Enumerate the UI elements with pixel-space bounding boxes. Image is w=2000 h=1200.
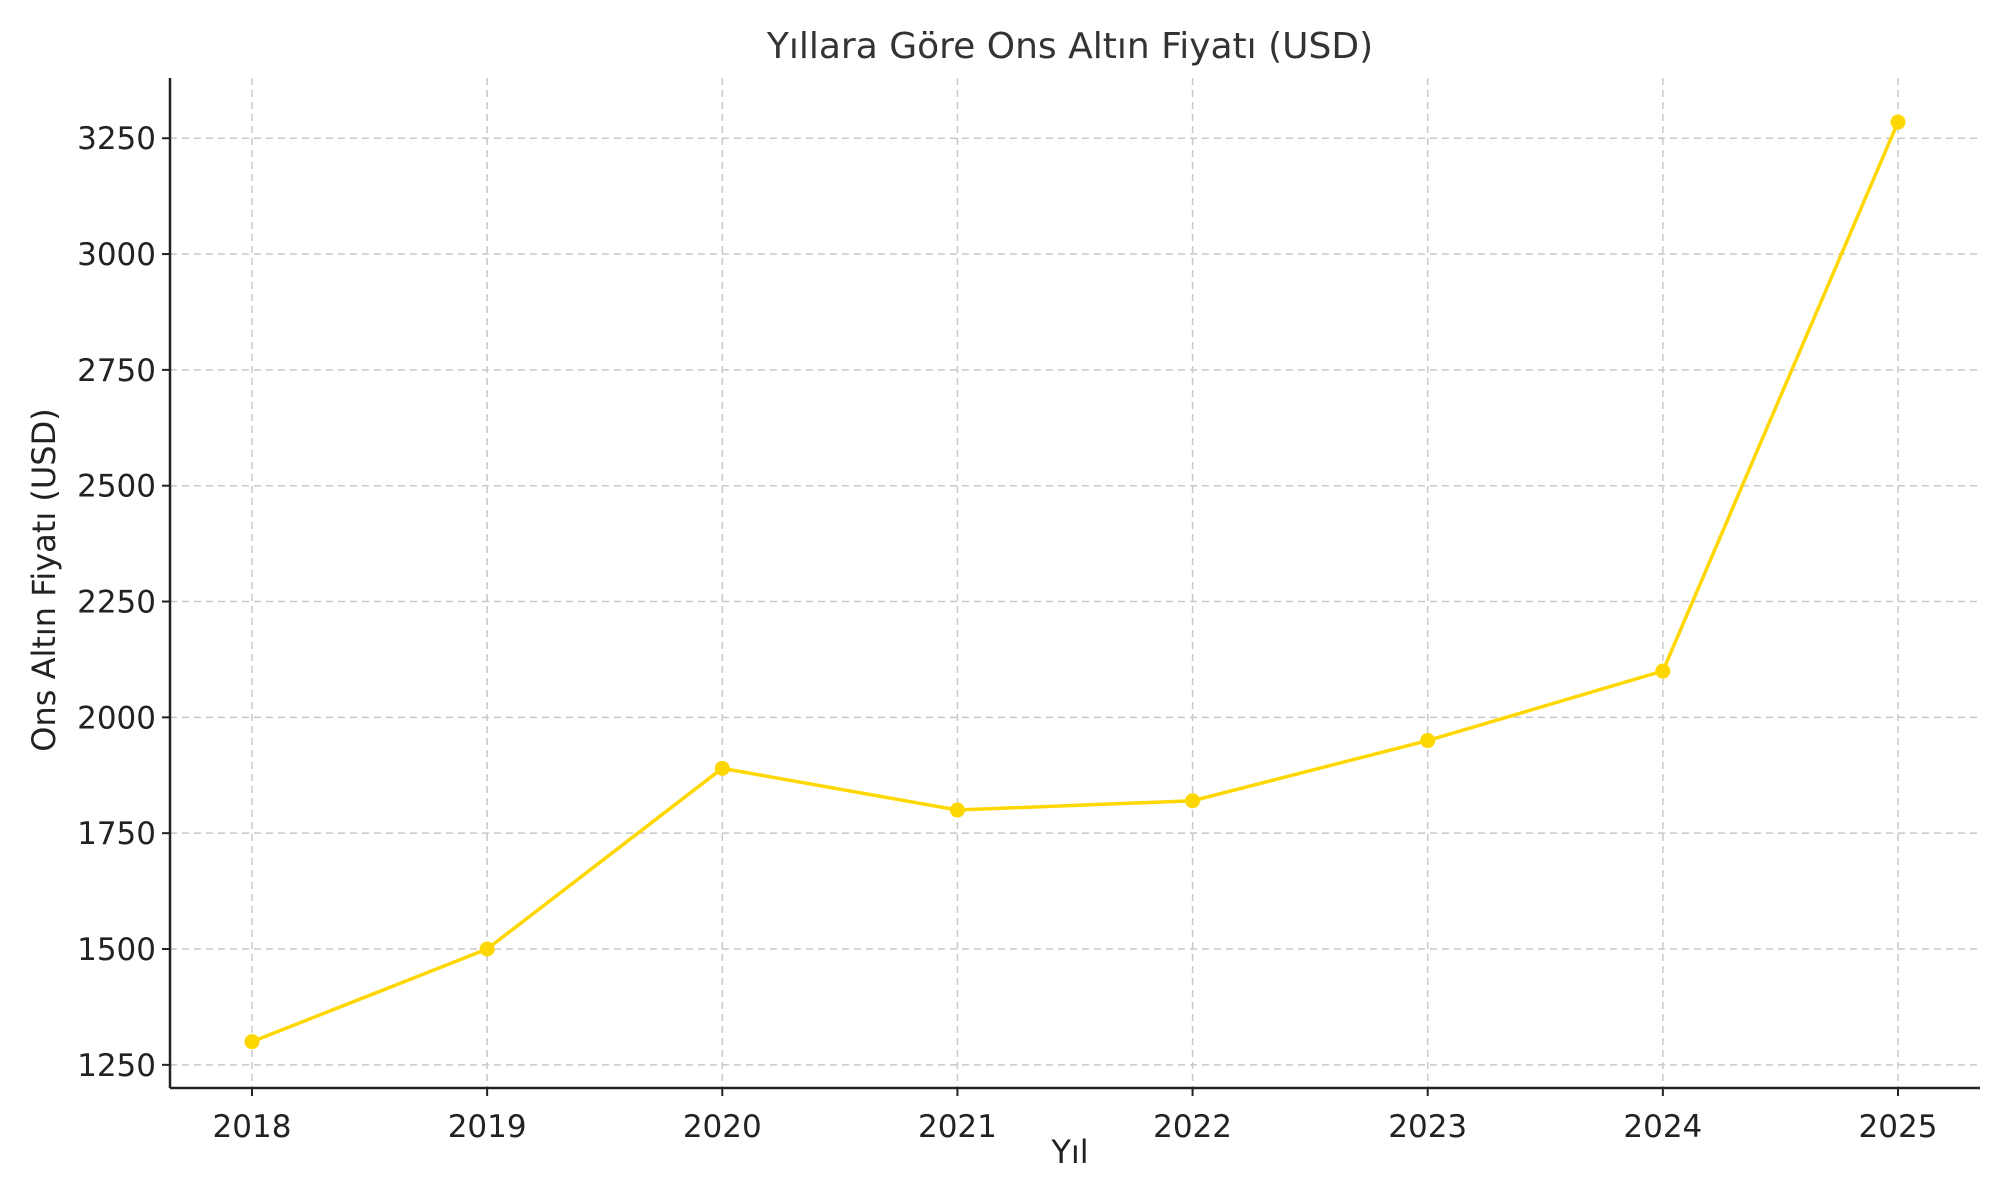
chart-title: Yıllara Göre Ons Altın Fiyatı (USD): [766, 26, 1373, 67]
y-tick-label: 2750: [77, 353, 156, 389]
tick-labels: 2018 2019 2020 2021 2022 2023 2024 2025 1250 1500…: [77, 121, 1937, 1145]
y-tick-label: 1750: [77, 816, 156, 852]
data-point-2022: [1185, 793, 1201, 809]
data-point-2021: [949, 802, 965, 818]
data-point-2019: [479, 941, 495, 957]
y-tick-label: 2500: [77, 469, 156, 505]
data-point-2024: [1655, 663, 1671, 679]
y-tick-label: 1500: [77, 932, 156, 968]
y-axis-label: Ons Altın Fiyatı (USD): [25, 408, 63, 751]
data-point-2018: [244, 1034, 260, 1050]
y-tick-label: 2250: [77, 585, 156, 621]
x-axis-label: Yıl: [1050, 1133, 1088, 1171]
y-tick-label: 3250: [77, 121, 156, 157]
data-point-2023: [1420, 733, 1436, 749]
grid: [170, 78, 1980, 1088]
x-tick-label: 2020: [683, 1109, 762, 1145]
y-tick-label: 3000: [77, 237, 156, 273]
y-tick-label: 2000: [77, 700, 156, 736]
data-point-2020: [714, 760, 730, 776]
y-tick-label: 1250: [77, 1048, 156, 1084]
x-tick-label: 2022: [1153, 1109, 1232, 1145]
x-tick-label: 2025: [1859, 1109, 1938, 1145]
data-point-2025: [1890, 114, 1906, 130]
x-tick-label: 2023: [1388, 1109, 1467, 1145]
x-tick-label: 2024: [1623, 1109, 1702, 1145]
series-layer: [244, 114, 1906, 1050]
x-tick-label: 2021: [918, 1109, 997, 1145]
series-line: [251, 121, 1900, 1044]
axes: [162, 78, 1980, 1096]
x-tick-label: 2018: [213, 1109, 292, 1145]
x-tick-label: 2019: [448, 1109, 527, 1145]
